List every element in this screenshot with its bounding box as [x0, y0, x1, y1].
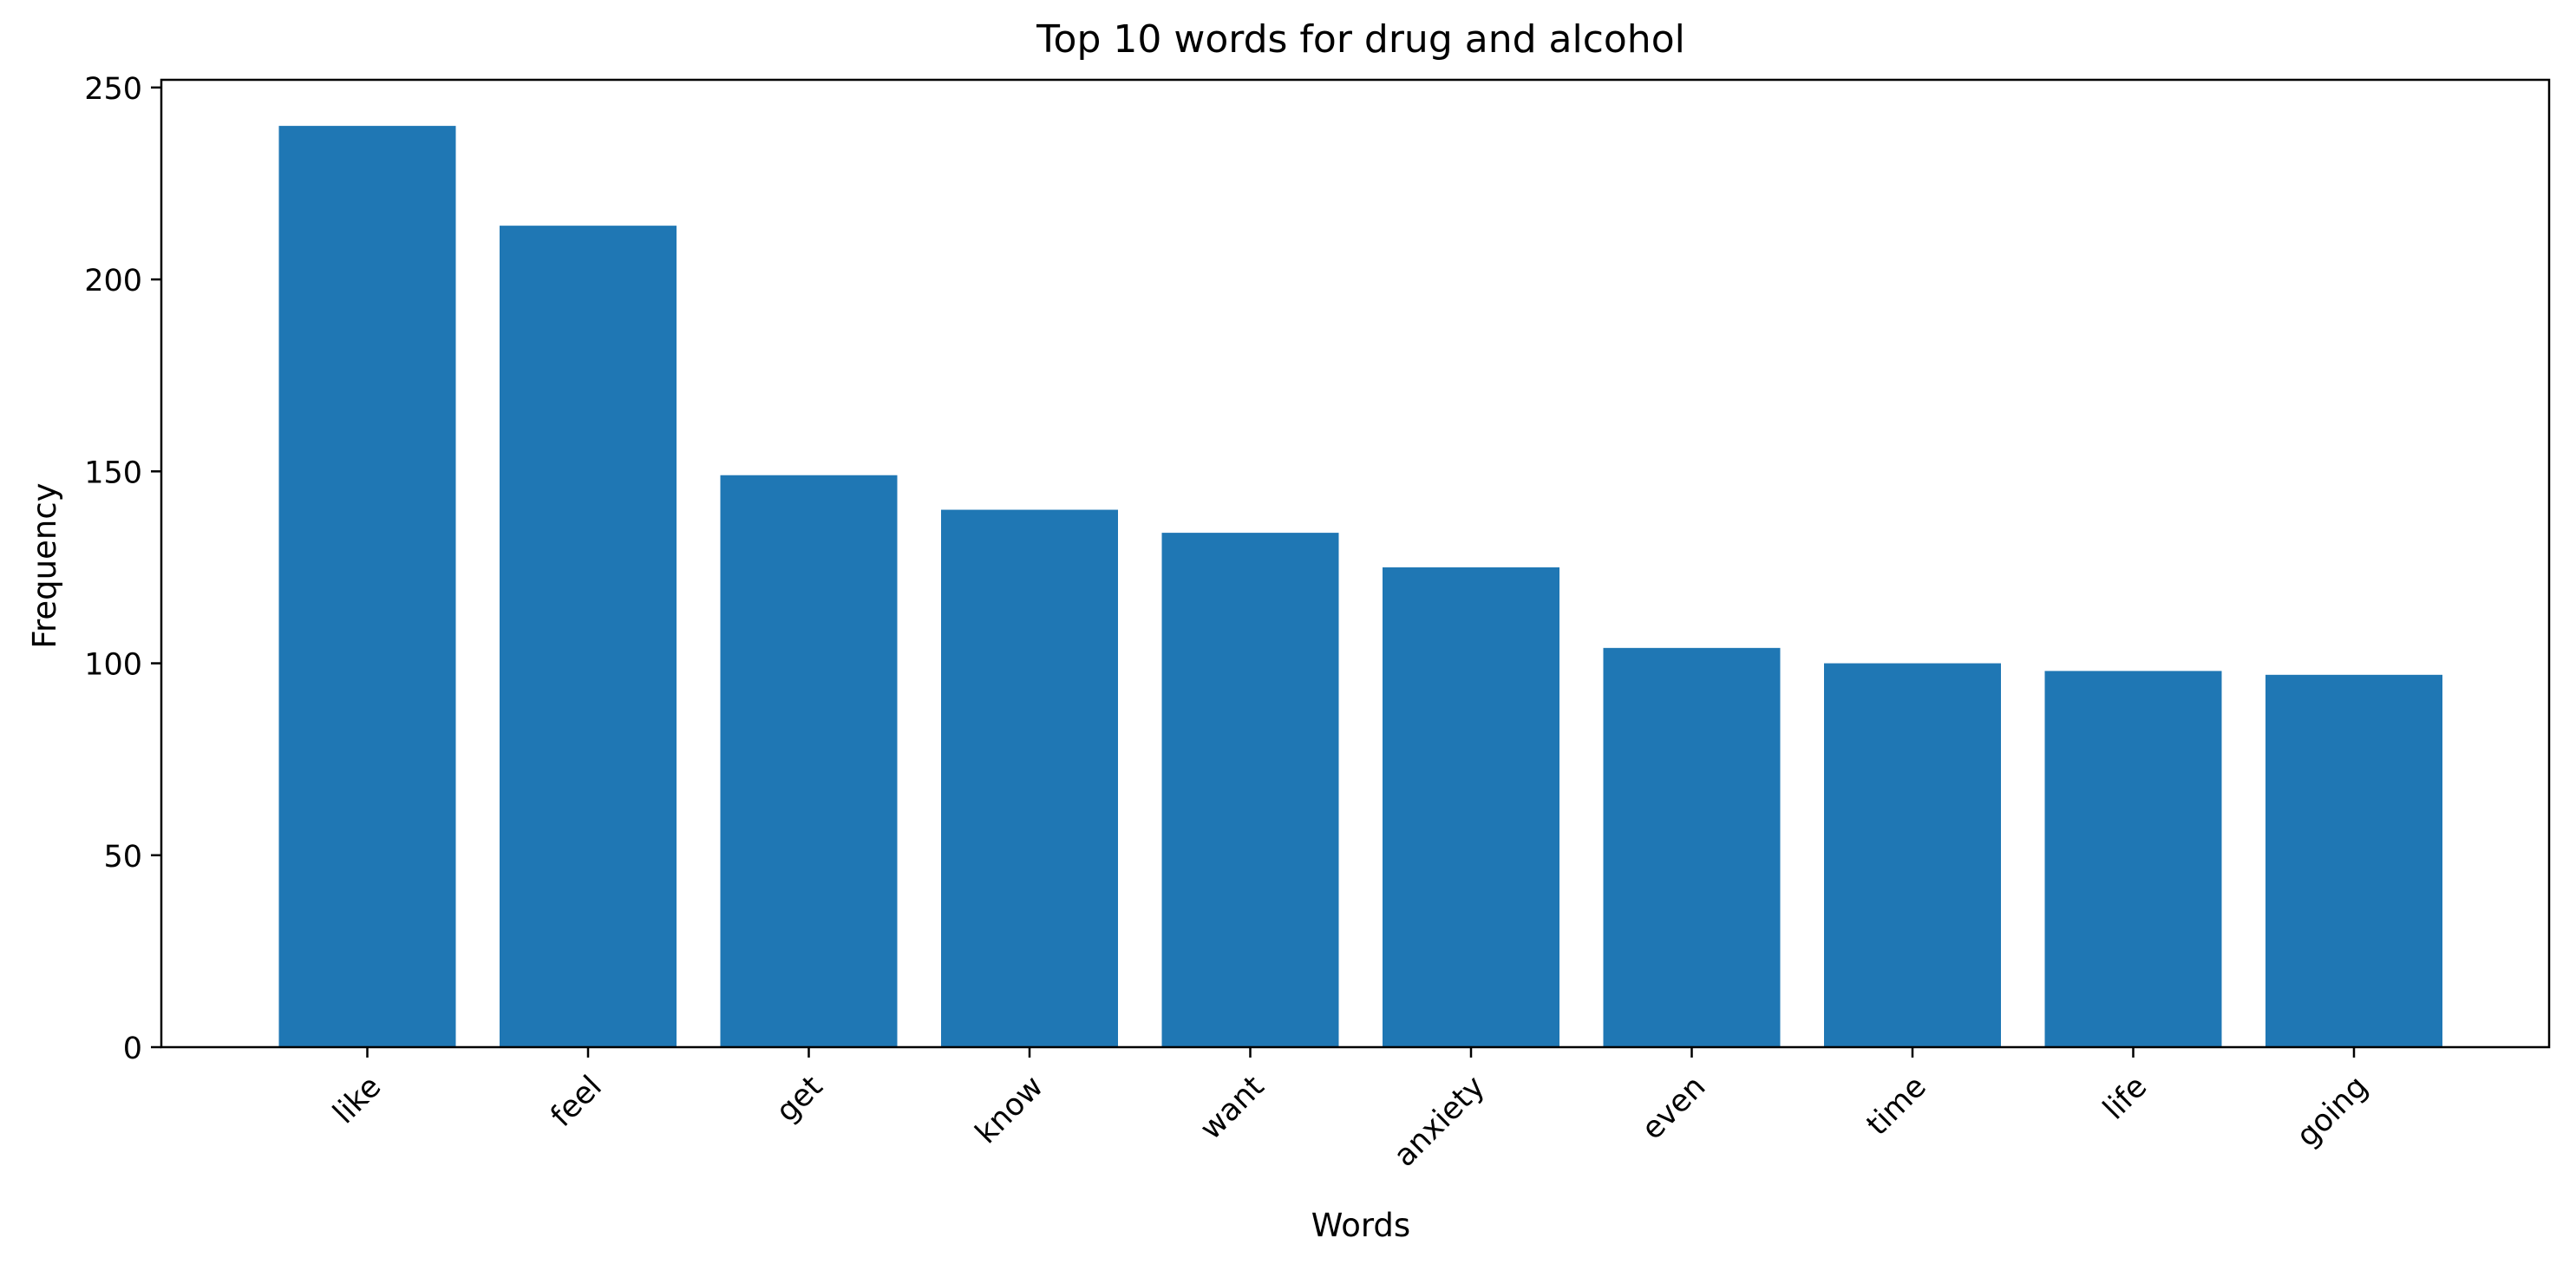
y-tick-label: 250	[84, 72, 142, 107]
y-tick-label: 50	[103, 840, 142, 875]
y-tick-label: 150	[84, 455, 142, 490]
bar-feel	[500, 226, 677, 1048]
bar-life	[2044, 671, 2222, 1047]
chart-title: Top 10 words for drug and alcohol	[1036, 17, 1685, 62]
bar-going	[2265, 674, 2442, 1047]
bar-like	[278, 126, 456, 1048]
bar-anxiety	[1383, 567, 1559, 1047]
bar-want	[1161, 533, 1339, 1047]
bar-get	[720, 475, 898, 1047]
x-axis-label: Words	[1311, 1207, 1410, 1244]
plot-area-frame	[160, 78, 2551, 1049]
bar-know	[941, 509, 1118, 1047]
y-tick-label: 0	[123, 1032, 142, 1066]
y-axis: 0 50 100 150 200 250	[84, 72, 161, 1066]
bar-time	[1824, 663, 2001, 1047]
bars-group	[278, 126, 2442, 1048]
y-tick-label: 100	[84, 648, 142, 683]
y-tick-label: 200	[84, 264, 142, 298]
bar-even	[1603, 647, 1781, 1047]
y-axis-label: Frequency	[26, 482, 63, 648]
